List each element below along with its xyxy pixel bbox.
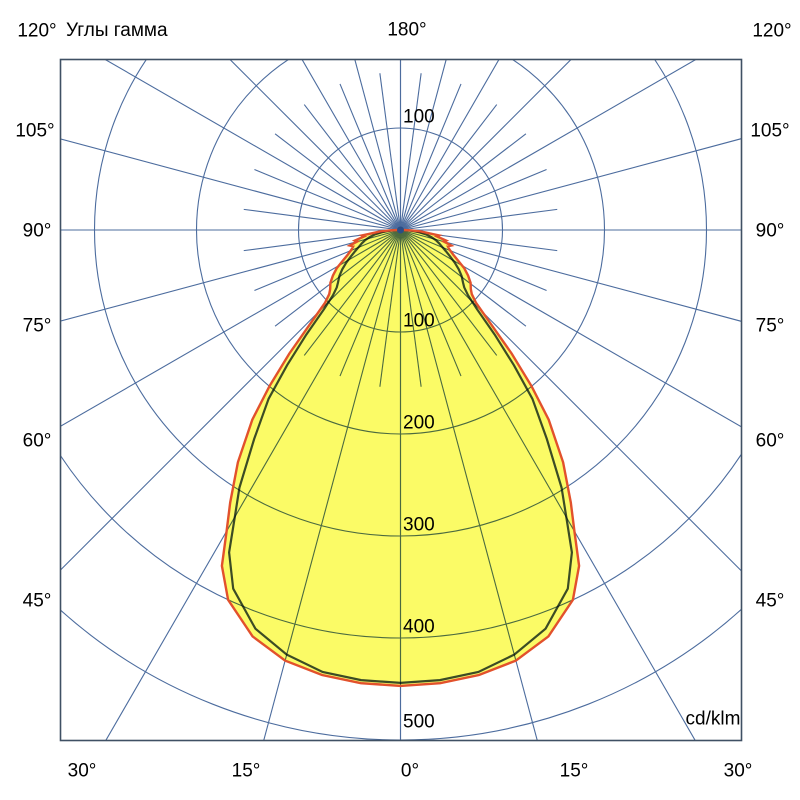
- gamma-angle-label-180: 180°: [387, 19, 427, 41]
- grid-ray-minor-67.5: [254, 229, 401, 292]
- gamma-angle-label-right-45°: 45°: [755, 590, 785, 612]
- grid-ray-minor-7.5: [399, 229, 422, 387]
- grid-ray-minor-7.5: [379, 229, 402, 387]
- grid-ray-15: [263, 229, 402, 741]
- gamma-angle-label-bottom-15°: 15°: [559, 760, 589, 782]
- grid-ray-minor-142.5: [303, 104, 401, 231]
- chart-title: Углы гамма: [66, 20, 168, 41]
- grid-ray-minor-127.5: [400, 133, 527, 231]
- grid-ray-150: [301, 59, 401, 231]
- gamma-angle-label-right-75°: 75°: [755, 315, 785, 337]
- grid-ray-135: [400, 59, 572, 231]
- radial-value-label-300: 300: [403, 514, 435, 536]
- radial-value-label-100: 100: [403, 310, 435, 332]
- grid-ray-minor-67.5: [400, 229, 547, 292]
- grid-ray-165: [354, 59, 402, 231]
- grid-ray-30: [400, 229, 696, 741]
- gamma-angle-label-right-105°: 105°: [750, 120, 790, 142]
- gamma-angle-label-bottom-15°: 15°: [231, 760, 261, 782]
- gamma-angle-label-left-45°: 45°: [22, 590, 52, 612]
- plot-border: [59, 58, 743, 742]
- gamma-angle-label-left-120°: 120°: [17, 20, 57, 42]
- gamma-angle-label-left-75°: 75°: [22, 315, 52, 337]
- grid-ray-minor-52.5: [274, 229, 401, 327]
- grid-ray-minor-37.5: [303, 229, 401, 356]
- grid-ray-minor-172.5: [399, 73, 422, 231]
- grid-ray-minor-157.5: [399, 83, 462, 231]
- grid-ray-minor-142.5: [400, 104, 498, 231]
- units-label: cd/klm: [685, 708, 741, 730]
- radial-value-label-500: 500: [403, 711, 435, 733]
- grid-ray-minor-52.5: [400, 229, 527, 327]
- grid-ray-15: [399, 229, 538, 741]
- grid-ray-minor-97.5: [243, 208, 401, 231]
- grid-ray-minor-37.5: [400, 229, 498, 356]
- grid-ray-minor-127.5: [274, 133, 401, 231]
- grid-ray-minor-112.5: [254, 168, 401, 231]
- grid-ray-minor-22.5: [399, 229, 462, 377]
- gamma-angle-label-bottom-30°: 30°: [723, 760, 753, 782]
- gamma-angle-label-left-90°: 90°: [22, 220, 52, 242]
- grid-ray-minor-112.5: [400, 168, 547, 231]
- grid-ray-120: [400, 59, 697, 231]
- grid-ray-75: [400, 229, 742, 322]
- grid-ray-minor-157.5: [339, 83, 402, 231]
- polar-center-dot: [397, 226, 404, 234]
- grid-ray-minor-172.5: [379, 73, 402, 231]
- gamma-angle-label-right-60°: 60°: [755, 430, 785, 452]
- radial-value-label-100: 100: [403, 106, 435, 128]
- grid-ray-30: [105, 229, 401, 741]
- grid-ray-minor-97.5: [400, 208, 558, 231]
- grid-ray-165: [399, 59, 447, 231]
- grid-ray-45: [60, 229, 401, 571]
- distribution-curve-inner: [227, 228, 574, 685]
- distribution-curve-outer: [220, 228, 581, 688]
- gamma-angle-label-left-105°: 105°: [15, 120, 55, 142]
- grid-ray-135: [229, 59, 401, 231]
- grid-ray-60: [400, 229, 742, 428]
- gamma-angle-label-right-120°: 120°: [752, 20, 792, 42]
- gamma-angle-label-left-60°: 60°: [22, 430, 52, 452]
- grid-ray-minor-22.5: [339, 229, 402, 377]
- grid-ray-45: [400, 229, 742, 572]
- grid-ray-60: [60, 229, 401, 427]
- grid-ray-75: [60, 229, 401, 322]
- grid-ray-105: [400, 138, 742, 231]
- gamma-angle-label-bottom-30°: 30°: [67, 760, 97, 782]
- radial-value-label-200: 200: [403, 412, 435, 434]
- gamma-angle-label-right-90°: 90°: [755, 220, 785, 242]
- gamma-angle-label-bottom-0°: 0°: [400, 760, 420, 782]
- grid-ray-150: [400, 59, 500, 231]
- grid-ray-105: [60, 138, 401, 231]
- radial-value-label-400: 400: [403, 616, 435, 638]
- grid-ray-120: [104, 59, 401, 231]
